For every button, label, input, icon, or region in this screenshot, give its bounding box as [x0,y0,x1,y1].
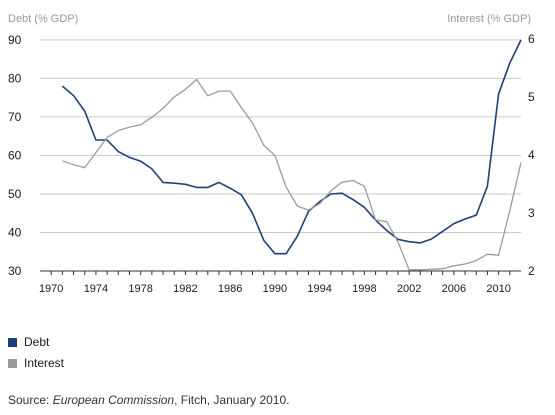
debt-swatch [8,337,17,347]
right-axis-title: Interest (% GDP) [447,13,531,25]
x-tick-label: 1974 [84,283,108,295]
source-note: Source: European Commission, Fitch, Janu… [8,393,290,407]
x-tick-label: 1970 [39,283,63,295]
source-prefix: Source: [8,393,53,407]
legend-item-debt: Debt [8,335,49,349]
x-tick-label: 1990 [263,283,287,295]
left-tick-label: 80 [8,71,22,85]
x-tick-label: 1998 [352,283,376,295]
x-tick-label: 1982 [173,283,197,295]
x-tick-label: 2010 [486,283,510,295]
left-tick-label: 60 [8,148,22,162]
x-axis: 1970 1974 1978 1982 1986 1990 1994 1998 2002 2006… [39,270,521,295]
series-line-debt [61,39,522,255]
left-axis-title: Debt (% GDP) [8,13,78,25]
x-tick-label: 1978 [128,283,152,295]
left-tick-label: 50 [8,187,22,201]
x-tick-label: 2002 [397,283,421,295]
gridlines [40,39,521,233]
right-tick-label: 3 [528,206,535,220]
interest-swatch [8,358,17,368]
right-tick-label: 2 [528,264,535,278]
legend-interest-label: Interest [24,356,65,370]
series-line-interest [62,78,522,271]
source-publisher: European Commission [52,393,175,407]
legend-debt-label: Debt [24,335,50,349]
source-suffix: , Fitch, January 2010. [174,393,290,407]
right-axis-ticks: 2 3 4 5 6 [528,32,535,278]
right-tick-label: 4 [528,148,535,162]
x-tick-label: 2006 [442,283,466,295]
left-tick-label: 40 [8,225,22,239]
left-tick-label: 30 [8,264,22,278]
left-tick-label: 90 [8,33,22,47]
series-lines [61,39,522,271]
left-axis-ticks: 30 40 50 60 70 80 90 [8,33,22,278]
left-tick-label: 70 [8,110,22,124]
right-tick-label: 5 [528,90,535,104]
right-tick-label: 6 [528,32,535,46]
legend-item-interest: Interest [8,356,64,370]
x-tick-label: 1986 [218,283,242,295]
x-tick-label: 1994 [307,283,331,295]
